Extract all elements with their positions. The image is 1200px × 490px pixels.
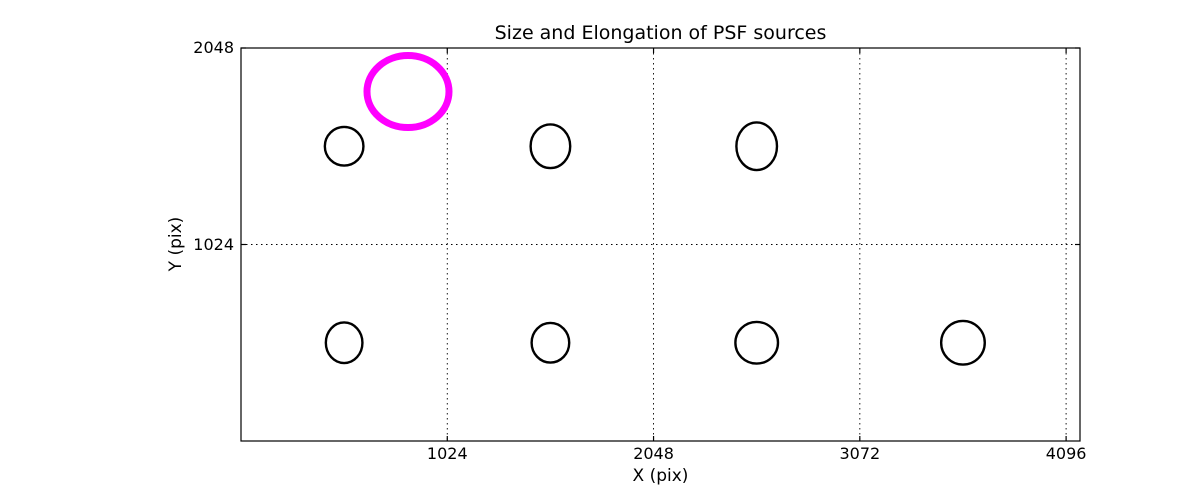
psf-source-highlight-marker <box>363 52 453 132</box>
psf-source-marker <box>530 321 571 364</box>
psf-source-marker <box>529 123 572 170</box>
x-tick-label: 3072 <box>839 444 881 463</box>
axes-border <box>240 47 1081 442</box>
y-axis-label: Y (pix) <box>166 216 186 272</box>
psf-source-marker <box>734 320 780 365</box>
x-tick-label: 1024 <box>426 444 468 463</box>
psf-source-marker <box>735 121 779 172</box>
x-axis-label: X (pix) <box>632 466 689 486</box>
y-tick-label: 1024 <box>193 234 234 254</box>
psf-source-marker <box>939 319 986 366</box>
psf-source-marker <box>324 321 364 365</box>
y-tick-label: 2048 <box>193 38 234 57</box>
x-tick-label: 2048 <box>633 444 674 463</box>
psf-source-marker <box>323 125 365 167</box>
x-tick-label: 4096 <box>1045 444 1087 463</box>
chart-title: Size and Elongation of PSF sources <box>494 22 827 44</box>
